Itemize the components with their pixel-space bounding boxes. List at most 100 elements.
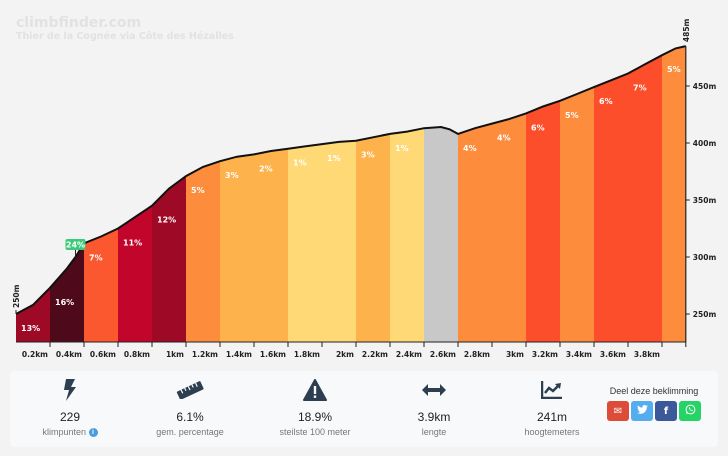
grade-segment — [16, 287, 50, 342]
email-icon: ✉ — [613, 405, 623, 417]
stat-climb-points: 229 klimpunten i — [10, 371, 130, 438]
annotations: 24% — [65, 239, 86, 257]
grade-label: 13% — [21, 324, 40, 333]
grade-segment — [424, 127, 458, 342]
grade-segment — [152, 176, 186, 342]
grade-segment — [356, 133, 390, 342]
grade-label: 4% — [497, 134, 511, 143]
share-panel: Deel deze beklimming ✉ f — [598, 386, 710, 421]
stat-length: 3.9km lengte — [374, 371, 494, 438]
grade-segment — [628, 55, 662, 342]
x-tick-label: 1.4km — [226, 350, 252, 359]
grade-segment — [118, 205, 152, 342]
grade-segment — [254, 148, 288, 342]
share-twitter-button[interactable] — [631, 401, 653, 421]
grade-label: 2% — [259, 164, 273, 173]
grade-label: 7% — [89, 253, 103, 262]
share-whatsapp-button[interactable] — [679, 401, 701, 421]
x-tick-label: 0.2km — [22, 350, 48, 359]
grade-label: 16% — [55, 298, 74, 307]
x-tick-label: 0.6km — [90, 350, 116, 359]
profile-line — [15, 45, 687, 315]
x-tick-label: 1.2km — [192, 350, 218, 359]
stat-label: hoogtemeters — [524, 427, 580, 437]
steepest-badge-label: 24% — [66, 241, 85, 250]
stat-value: 229 — [59, 410, 81, 424]
grade-label: 12% — [157, 216, 176, 225]
grade-segment — [84, 228, 118, 342]
x-tick-label: 0.4km — [56, 350, 82, 359]
grade-label: 1% — [293, 159, 307, 168]
x-tick-label: 2.2km — [362, 350, 388, 359]
x-tick-label: 1km — [166, 350, 184, 359]
grade-label: 5% — [191, 186, 205, 195]
climb-title: Thier de la Cognée via Côte des Hézalles — [16, 31, 234, 42]
grade-label: 11% — [123, 239, 142, 248]
twitter-icon — [636, 405, 648, 417]
lightning-icon — [10, 377, 130, 403]
stat-label: lengte — [421, 427, 447, 437]
stat-label: klimpunten — [42, 427, 86, 437]
grade-segment — [560, 87, 594, 342]
grade-segments — [16, 46, 686, 343]
stat-steepest-100m: 18.9% steilste 100 meter — [255, 371, 375, 438]
y-tick-label: 450m — [693, 82, 717, 91]
warning-icon — [255, 377, 375, 403]
axes: 0.2km 0.4km 0.6km 0.8km 1km 1.2km 1.4km 1.6km 1.… — [12, 18, 716, 359]
climb-stats-panel: 229 klimpunten i 6.1% gem. percentage 18… — [10, 371, 718, 447]
grade-label: 4% — [463, 144, 477, 153]
grade-segment — [662, 46, 686, 342]
x-tick-label: 2.6km — [430, 350, 456, 359]
grade-segment — [50, 243, 84, 342]
grade-label: 5% — [667, 65, 681, 74]
elevation-profile-chart: 13% 16% 7% 11% 12% 5% 3% 2% 1% 1% 3% 1% 4% 4% 6% 5% 6% 7%… — [12, 18, 716, 359]
share-facebook-button[interactable]: f — [655, 401, 677, 421]
x-tick-label: 3.8km — [634, 350, 660, 359]
grade-segment — [492, 113, 526, 342]
info-icon[interactable]: i — [88, 428, 98, 438]
y-tick-label: 300m — [693, 253, 717, 262]
steepest-badge — [65, 239, 86, 250]
grade-segment — [458, 123, 492, 343]
stat-label: steilste 100 meter — [279, 427, 351, 437]
grade-segment — [288, 144, 322, 342]
x-tick-label: 1.6km — [260, 350, 286, 359]
y-tick-label: 250m — [693, 310, 717, 319]
stat-elevation-gain: 241m hoogtemeters — [492, 371, 612, 438]
stat-value: 6.1% — [176, 410, 204, 424]
grade-segment — [390, 128, 424, 342]
arrows-horizontal-icon — [374, 377, 494, 403]
stat-label: gem. percentage — [156, 427, 224, 437]
x-tick-label: 1.8km — [294, 350, 320, 359]
x-tick-label: 3km — [506, 350, 524, 359]
ruler-icon — [130, 377, 250, 403]
whatsapp-icon — [685, 404, 696, 418]
stat-value: 241m — [536, 410, 568, 424]
start-elevation-label: 250m — [12, 284, 21, 308]
x-tick-label: 3.2km — [532, 350, 558, 359]
brand-watermark: climbfinder.com — [16, 15, 142, 31]
x-tick-label: 2.4km — [396, 350, 422, 359]
share-title: Deel deze beklimming — [609, 386, 699, 396]
grade-label: 1% — [395, 144, 409, 153]
grade-labels: 13% 16% 7% 11% 12% 5% 3% 2% 1% 1% 3% 1% 4% 4% 6% 5% 6% 7%… — [21, 65, 681, 333]
grade-segment — [220, 154, 254, 342]
grade-label: 3% — [225, 171, 239, 180]
end-elevation-label: 485m — [682, 18, 691, 42]
grade-label: 7% — [633, 83, 647, 92]
grade-segment — [322, 140, 356, 342]
x-tick-label: 0.8km — [124, 350, 150, 359]
grade-segment — [594, 73, 628, 343]
x-tick-label: 2.8km — [464, 350, 490, 359]
x-tick-label: 2km — [336, 350, 354, 359]
grade-label: 6% — [599, 97, 613, 106]
grade-segment — [186, 161, 220, 342]
grade-label: 3% — [361, 151, 375, 160]
chart-line-icon — [492, 377, 612, 403]
y-tick-label: 350m — [693, 196, 717, 205]
grade-label: 5% — [565, 111, 579, 120]
grade-segment — [526, 100, 560, 342]
share-email-button[interactable]: ✉ — [607, 401, 629, 421]
stat-average-grade: 6.1% gem. percentage — [130, 371, 250, 438]
stat-value: 18.9% — [297, 410, 333, 424]
